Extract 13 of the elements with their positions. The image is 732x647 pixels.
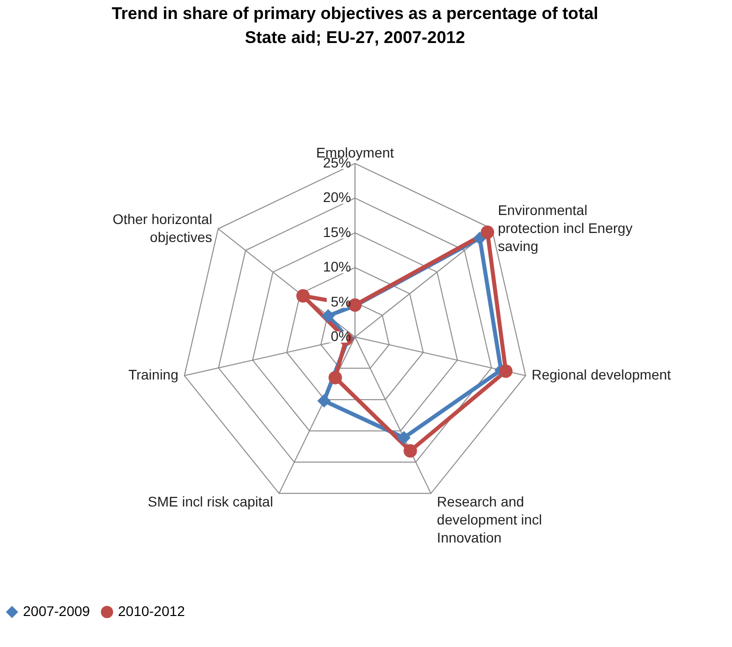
spoke-label: Other horizontal objectives: [112, 210, 212, 245]
y-tick-label: 20%: [322, 189, 351, 206]
chart-title: Trend in share of primary objectives as a percentage of total State aid; EU-27, 2007-2012: [112, 4, 598, 47]
spoke-label: SME incl risk capital: [148, 493, 274, 510]
spoke-label: Regional development: [532, 366, 672, 383]
legend-label: 2007-2009: [23, 603, 90, 619]
spoke-label: Environmental protection incl Energy saving: [498, 202, 632, 254]
spoke-label: Training: [128, 366, 178, 383]
spoke-label: Research and development incl Innovation: [436, 493, 542, 546]
y-tick-label: 15%: [322, 224, 351, 240]
legend-label: 2010-2012: [118, 603, 186, 619]
y-tick-label: 10%: [322, 258, 351, 275]
y-tick-label: 5%: [330, 293, 351, 310]
